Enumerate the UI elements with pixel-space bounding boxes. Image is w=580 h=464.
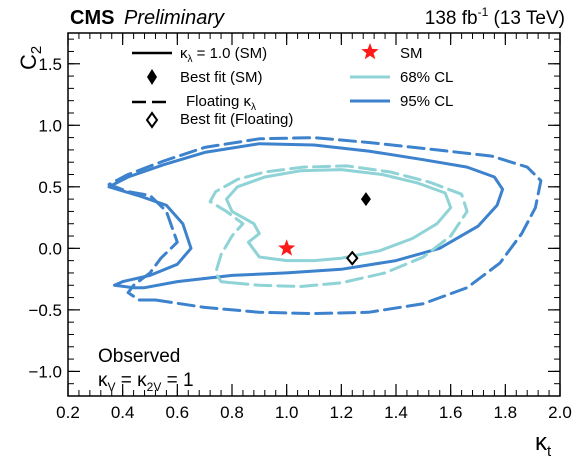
legend-label-cl95: 95% CL [400, 93, 453, 110]
legend-label-bestfit-floating: Best fit (Floating) [180, 111, 293, 128]
x-tick-label: 0.4 [111, 403, 135, 422]
best-fit-sm-diamond [360, 192, 371, 207]
x-tick-label: 1.4 [384, 403, 408, 422]
y-axis-title: C2 [16, 46, 45, 70]
x-tick-label: 0.6 [166, 403, 190, 422]
x-tick-label: 1.0 [275, 403, 299, 422]
x-axis-title-main: κ [535, 429, 548, 456]
legend-label-sm: SM [400, 45, 423, 62]
legend-kl-sub: λ [188, 54, 193, 65]
x-ticks: 0.2 0.4 0.6 0.8 1.0 1.2 1.4 1.6 1.8 2.0 [56, 33, 572, 422]
contour-cl95-dashed [107, 136, 543, 316]
plot-frame [67, 32, 561, 397]
legend-open-diamond [145, 111, 159, 129]
legend-label-sm-kl: κλ = 1.0 (SM) [180, 45, 267, 65]
legend-star-icon [361, 43, 379, 60]
legend-floating-pre: Floating κ [186, 93, 252, 110]
x-tick-label: 1.6 [439, 403, 463, 422]
status-label: Preliminary [124, 7, 225, 29]
x-axis-title-sub: t [547, 443, 552, 460]
contours [107, 136, 543, 316]
y-tick-label: −1.0 [28, 362, 62, 381]
annotation-k2v-sub: 2V [147, 380, 162, 394]
legend-filled-diamond [147, 69, 157, 85]
experiment-label: CMS [70, 7, 114, 29]
legend-kl-rest: = 1.0 (SM) [193, 45, 268, 62]
lumi-exponent: -1 [478, 5, 489, 19]
y-axis-title-sub: 2 [28, 46, 45, 54]
annotation-kv: κ [98, 370, 108, 391]
energy-label: (13 TeV) [488, 8, 565, 29]
y-tick-label: 1.5 [38, 55, 62, 74]
legend-label-cl68: 68% CL [400, 69, 453, 86]
x-axis-title: κt [535, 429, 552, 460]
y-tick-label: −0.5 [28, 301, 62, 320]
legend-label-bestfit-sm: Best fit (SM) [180, 69, 263, 86]
x-tick-label: 2.0 [548, 403, 572, 422]
annotation-mid: = κ [116, 370, 148, 391]
markers [278, 192, 371, 266]
x-tick-label: 1.8 [494, 403, 518, 422]
annotation-kv-sub: V [108, 380, 116, 394]
y-axis-title-main: C [16, 54, 41, 70]
y-ticks: −1.0 −0.5 0.0 0.5 1.0 1.5 [28, 38, 560, 385]
y-tick-label: 1.0 [38, 116, 62, 135]
x-tick-label: 0.2 [56, 403, 80, 422]
legend-floating-sub: λ [251, 102, 256, 113]
sm-point-star [278, 239, 296, 256]
legend-label-floating: Floating κλ [186, 93, 256, 113]
y-tick-label: 0.0 [38, 239, 62, 258]
lumi-value: 138 fb [425, 8, 478, 29]
y-tick-label: 0.5 [38, 178, 62, 197]
contour-cl68-solid [225, 168, 453, 263]
contour-cl95-solid [107, 142, 505, 290]
x-tick-label: 1.2 [330, 403, 354, 422]
annotation-couplings: κV = κ2V = 1 [98, 370, 194, 394]
legend: κλ = 1.0 (SM) Best fit (SM) Floating κλ … [132, 43, 453, 129]
legend-kl-main: κ [180, 45, 188, 62]
annotation-end: = 1 [161, 370, 193, 391]
best-fit-floating-diamond [345, 250, 359, 266]
contour-cl68-dashed [208, 164, 469, 288]
annotation-observed: Observed [98, 346, 180, 367]
lumi-label: 138 fb-1 (13 TeV) [425, 5, 565, 29]
x-tick-label: 0.8 [220, 403, 244, 422]
